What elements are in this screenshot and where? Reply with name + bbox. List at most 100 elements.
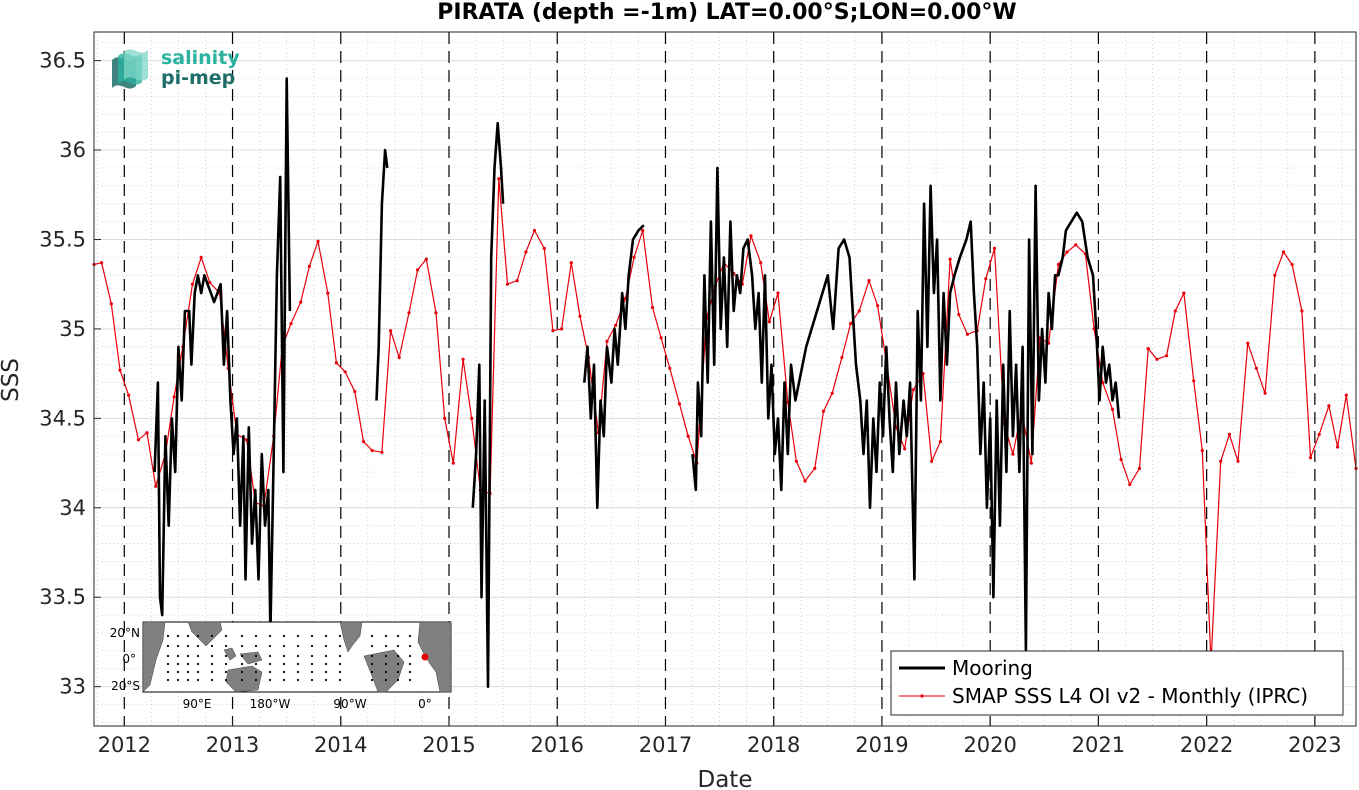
buoy-dot	[186, 644, 190, 648]
buoy-dot	[282, 662, 286, 666]
x-tick-label: 2022	[1180, 733, 1233, 757]
y-tick-label: 33	[59, 675, 86, 699]
inset-location-map: 20°N 0° 20°S 90°E 180°W 90°W 0°	[110, 621, 452, 711]
legend-label-mooring: Mooring	[952, 656, 1033, 680]
legend-swatch-smap-marker	[920, 694, 924, 698]
buoy-dot	[254, 662, 258, 666]
buoy-dot	[408, 634, 412, 638]
buoy-dot	[210, 634, 214, 638]
series-smap-point	[434, 311, 438, 315]
buoy-dot	[310, 670, 314, 674]
buoy-dot	[268, 662, 272, 666]
series-smap-point	[127, 393, 131, 397]
buoy-dot	[224, 678, 228, 682]
inset-map-buoys	[166, 634, 412, 682]
buoy-dot	[310, 678, 314, 682]
series-smap-point	[578, 314, 582, 318]
series-smap-point	[505, 282, 510, 286]
map-lon-label-180w: 180°W	[250, 697, 291, 711]
series-smap-point	[1263, 391, 1267, 395]
x-tick-label: 2023	[1288, 733, 1341, 757]
series-smap-point	[470, 416, 474, 420]
buoy-dot	[338, 644, 342, 648]
series-smap-point	[551, 329, 555, 333]
buoy-dot	[296, 670, 300, 674]
series-smap-point	[992, 246, 997, 250]
year-dashed-lines	[123, 32, 1316, 726]
buoy-dot	[196, 670, 200, 674]
series-smap-point	[1308, 456, 1313, 460]
series-smap-point	[759, 261, 763, 265]
buoy-dot	[268, 634, 272, 638]
buoy-dot	[296, 644, 300, 648]
buoy-dot	[176, 678, 180, 682]
series-smap-point	[1128, 482, 1132, 487]
y-axis-ticks: 33 33.5 34 34.5 35 35.5 36 36.5	[39, 49, 101, 699]
y-tick-label: 36.5	[39, 49, 86, 73]
series-smap-point	[821, 409, 826, 413]
buoy-dot	[338, 662, 342, 666]
series-smap-point	[289, 322, 293, 326]
series-smap-point	[524, 250, 528, 254]
series-smap-point	[1137, 466, 1142, 470]
x-tick-label: 2014	[314, 733, 367, 757]
series-smap-point	[1173, 309, 1177, 313]
buoy-dot	[310, 654, 314, 658]
series-smap-point	[938, 440, 943, 444]
buoy-dot	[186, 678, 190, 682]
buoy-dot	[224, 654, 228, 658]
buoy-dot	[282, 644, 286, 648]
buoy-dot	[166, 634, 170, 638]
series-smap-point	[416, 268, 420, 272]
series-smap-point	[515, 279, 519, 283]
legend-label-smap: SMAP SSS L4 OI v2 - Monthly (IPRC)	[952, 684, 1308, 708]
buoy-dot	[338, 678, 342, 682]
series-smap-point	[109, 302, 113, 306]
series-smap-point	[686, 434, 690, 438]
series-smap-point	[1327, 404, 1331, 408]
inset-map-ocean	[142, 621, 452, 693]
series-smap-point	[1119, 457, 1123, 462]
series-smap-point	[903, 447, 907, 451]
buoy-dot	[324, 670, 328, 674]
series-smap-point	[316, 239, 320, 243]
x-tick-label: 2019	[855, 733, 908, 757]
buoy-dot	[408, 670, 412, 674]
series-smap-point	[930, 459, 934, 463]
buoy-dot	[384, 634, 388, 638]
series-smap-point	[641, 228, 645, 233]
series-smap-point	[208, 280, 212, 284]
buoy-dot	[324, 662, 328, 666]
buoy-dot	[240, 670, 244, 674]
buoy-dot	[224, 634, 228, 638]
series-smap-point	[190, 282, 195, 286]
series-smap-point	[849, 322, 853, 326]
series-smap-point	[1344, 393, 1348, 397]
buoy-dot	[224, 662, 228, 666]
series-smap-point	[1236, 459, 1240, 463]
series-smap-point	[659, 336, 663, 340]
series-mooring-line	[583, 224, 645, 510]
buoy-dot	[282, 634, 286, 638]
buoy-dot	[210, 670, 214, 674]
series-smap-point	[100, 261, 104, 265]
inset-map-land	[142, 621, 452, 693]
buoy-dot	[254, 654, 258, 658]
chart-legend: Mooring SMAP SSS L4 OI v2 - Monthly (IPR…	[890, 650, 1344, 716]
buoy-dot	[240, 654, 244, 658]
buoy-dot	[240, 662, 244, 666]
buoy-dot	[370, 670, 374, 674]
buoy-dot	[210, 662, 214, 666]
map-lat-label-20s: 20°S	[111, 679, 140, 693]
buoy-dot	[370, 644, 374, 648]
series-smap-point	[1165, 354, 1169, 358]
buoy-dot	[370, 662, 374, 666]
series-smap-point	[948, 257, 952, 261]
buoy-dot	[268, 644, 272, 648]
buoy-dot	[370, 654, 374, 658]
series-smap-point	[1074, 243, 1078, 247]
series-smap-point	[749, 234, 753, 238]
buoy-dot	[254, 644, 258, 648]
x-tick-label: 2018	[747, 733, 800, 757]
